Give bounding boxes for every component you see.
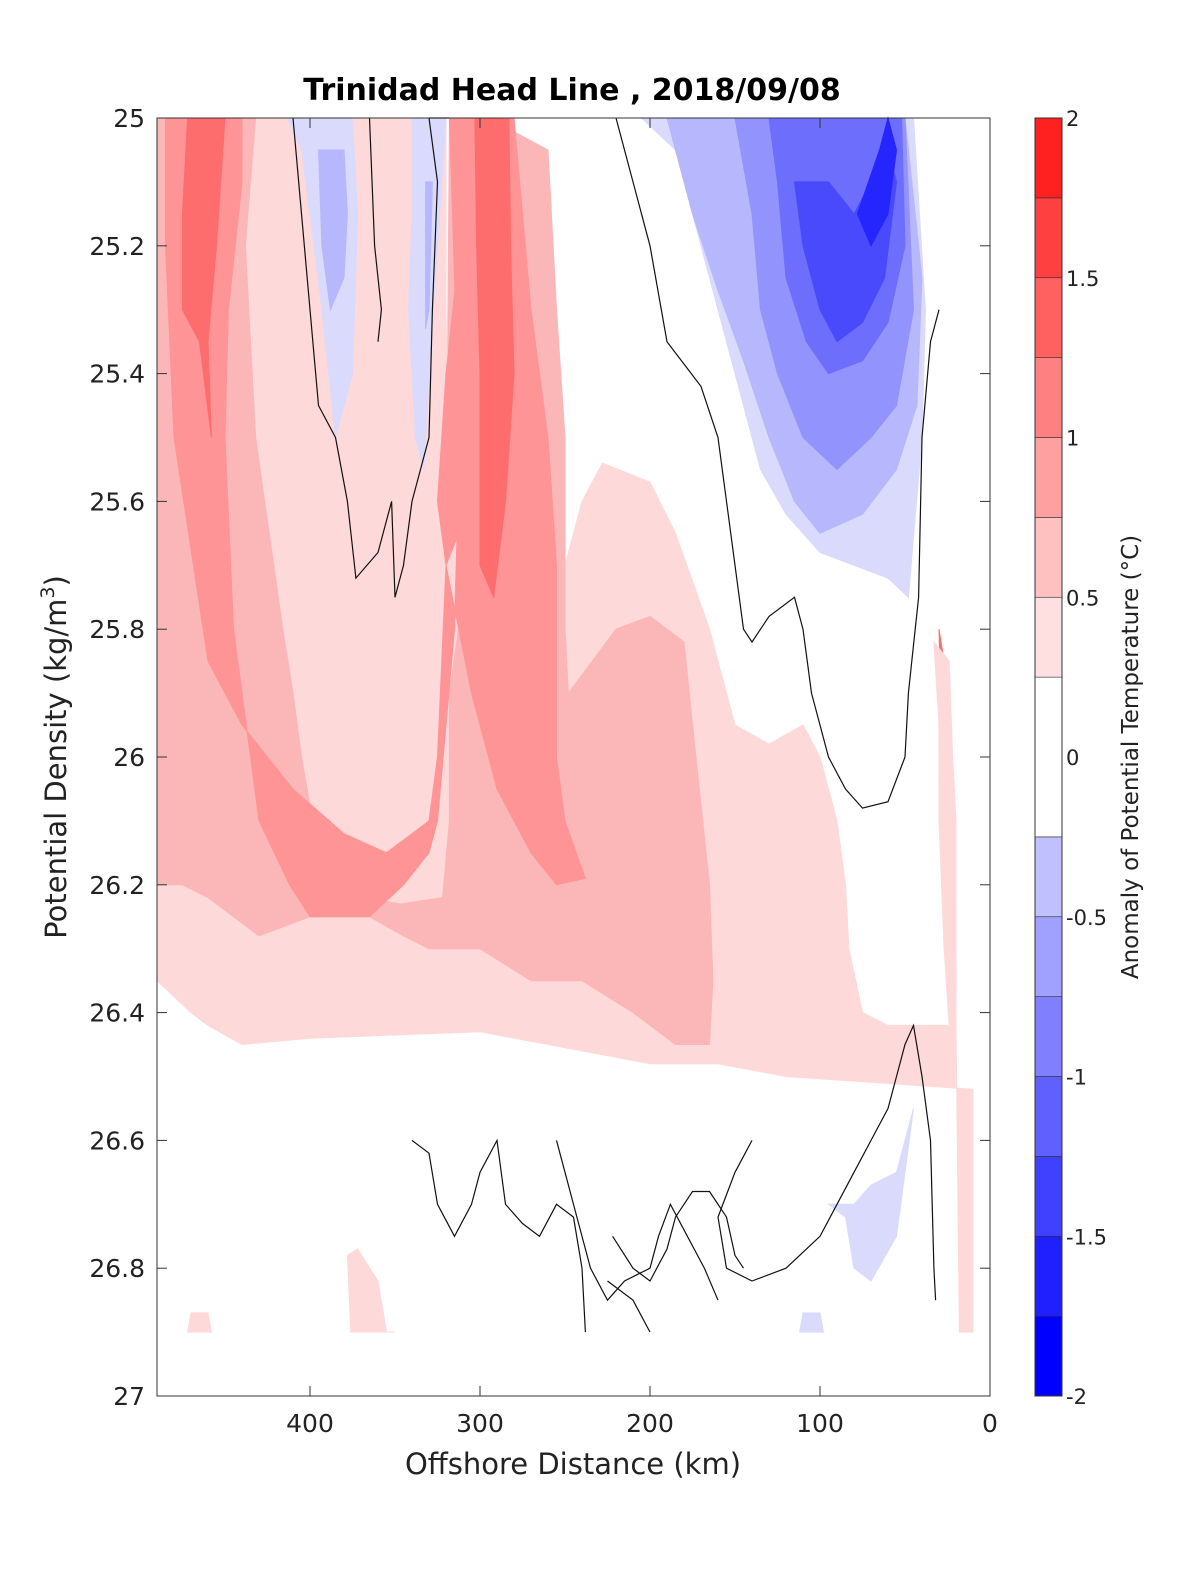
y-tick-label: 26 [113, 743, 145, 772]
colorbar-tick-label: -0.5 [1066, 906, 1107, 930]
zero-contour-5 [411, 1138, 586, 1333]
zero-contour-1 [368, 117, 383, 342]
y-tick-label: 26.8 [89, 1254, 145, 1283]
anomaly-region-20 [827, 1108, 914, 1282]
y-tick-label: 25 [113, 104, 145, 133]
colorbar-band [1034, 117, 1063, 199]
colorbar-band [1034, 1156, 1063, 1237]
y-tick-label: 25.2 [89, 232, 145, 261]
colorbar-tick-label: -1.5 [1066, 1225, 1107, 1249]
colorbar-band [1034, 197, 1063, 279]
y-axis-label-close: ) [39, 575, 73, 586]
colorbar-ticks: 2 1.5 1 0.5 0 -0.5 -1 -1.5 -2 [1066, 107, 1107, 1409]
anomaly-region-8 [187, 1312, 212, 1333]
colorbar-band [1034, 996, 1063, 1077]
plot-area: 400 300 200 100 0 25 25.2 25.4 25.6 25.8 26 26.2 26… [89, 104, 998, 1438]
colorbar-band [1034, 1315, 1063, 1397]
colorbar-band [1034, 437, 1063, 518]
zero-contour-6 [555, 1140, 719, 1302]
anomaly-region-7 [346, 1248, 395, 1333]
y-axis-label-superscript: 3 [37, 586, 59, 598]
colorbar-tick-label: 1.5 [1066, 267, 1099, 291]
colorbar-tick-label: 2 [1066, 107, 1079, 131]
colorbar-tick-label: 1 [1066, 427, 1079, 451]
colorbar-bands [1034, 117, 1063, 1397]
chart-title: Trinidad Head Line , 2018/09/08 [303, 73, 840, 108]
x-axis-ticks: 400 300 200 100 0 [286, 118, 998, 1438]
y-axis-ticks: 25 25.2 25.4 25.6 25.8 26 26.2 26.4 26.6 26.8 27 [89, 104, 990, 1411]
colorbar-band [1034, 596, 1063, 678]
colorbar-label: Anomaly of Potential Temperature (°C) [1118, 535, 1144, 979]
anomaly-region-12 [317, 149, 348, 312]
y-tick-label: 26.4 [89, 999, 145, 1028]
colorbar-tick-label: -2 [1066, 1385, 1087, 1409]
x-tick-label: 200 [626, 1409, 674, 1438]
anomaly-region-4 [474, 117, 515, 600]
colorbar-band [1034, 916, 1063, 997]
colorbar-frame [1034, 117, 1063, 1397]
colorbar-band [1034, 836, 1063, 918]
colorbar: 2 1.5 1 0.5 0 -0.5 -1 -1.5 -2 Anomaly of Potenti… [1034, 107, 1144, 1409]
zero-contour-7 [612, 1190, 744, 1282]
anomaly-fill-regions [156, 116, 974, 1333]
x-axis-label: Offshore Distance (km) [405, 1447, 741, 1481]
zero-contour-0 [292, 117, 439, 598]
y-axis-label-main: Potential Density (kg/m [39, 599, 73, 939]
colorbar-band [1034, 517, 1063, 598]
colorbar-band [1034, 676, 1063, 838]
zero-contours [292, 117, 940, 1333]
colorbar-tick-label: 0.5 [1066, 586, 1099, 610]
zero-contour-3 [615, 117, 940, 809]
anomaly-region-19 [856, 116, 898, 247]
colorbar-band [1034, 1235, 1063, 1317]
y-axis-label: Potential Density (kg/m3) [37, 575, 73, 939]
y-tick-label: 26.6 [89, 1126, 145, 1155]
x-tick-label: 0 [982, 1409, 998, 1438]
colorbar-band [1034, 277, 1063, 358]
colorbar-tick-label: 0 [1066, 746, 1079, 770]
x-tick-label: 100 [796, 1409, 844, 1438]
colorbar-band [1034, 1076, 1063, 1157]
y-tick-label: 25.8 [89, 615, 145, 644]
anomaly-region-21 [799, 1312, 824, 1333]
y-tick-label: 25.4 [89, 360, 145, 389]
x-tick-label: 300 [456, 1409, 504, 1438]
anomaly-region-6 [933, 640, 957, 1026]
zero-contour-8 [607, 1280, 651, 1333]
y-tick-label: 27 [113, 1382, 145, 1411]
zero-contour-4 [717, 1023, 937, 1301]
y-tick-label: 26.2 [89, 871, 145, 900]
colorbar-band [1034, 357, 1063, 438]
anomaly-region-9 [346, 928, 366, 956]
anomaly-region-13 [425, 181, 433, 329]
x-tick-label: 400 [286, 1409, 334, 1438]
y-tick-label: 25.6 [89, 487, 145, 516]
colorbar-tick-label: -1 [1066, 1066, 1087, 1090]
anomaly-region-3 [182, 117, 226, 438]
